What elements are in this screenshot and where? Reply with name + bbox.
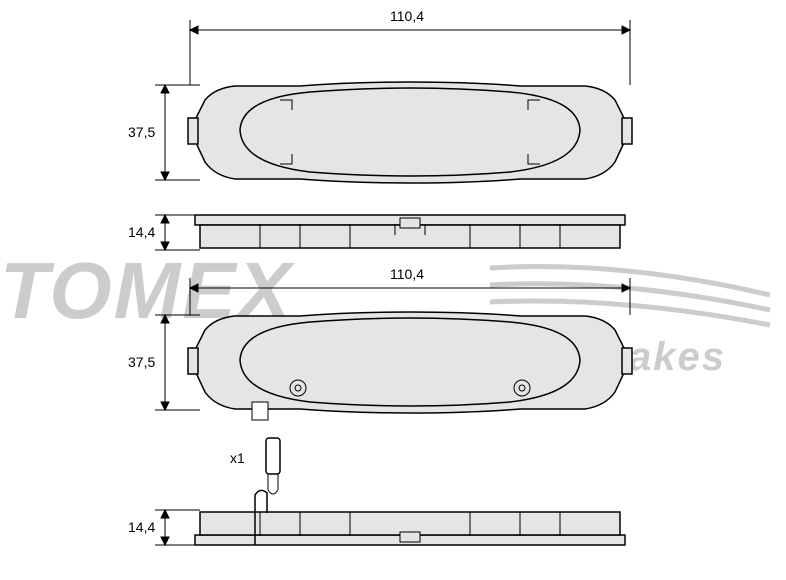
brake-pad-diagram: TOMEX brakes xyxy=(0,0,786,580)
dim-top-width xyxy=(190,20,630,85)
dim-bottom-thickness xyxy=(155,510,200,545)
bottom-pad-face xyxy=(188,312,632,420)
dim-bottom-width xyxy=(190,278,630,315)
technical-drawing-svg xyxy=(0,0,786,580)
bottom-pad-side xyxy=(195,490,625,545)
top-pad-face xyxy=(188,82,632,183)
top-pad-side xyxy=(195,215,625,248)
clip-accessory xyxy=(266,438,280,494)
dim-top-thickness xyxy=(155,215,200,250)
